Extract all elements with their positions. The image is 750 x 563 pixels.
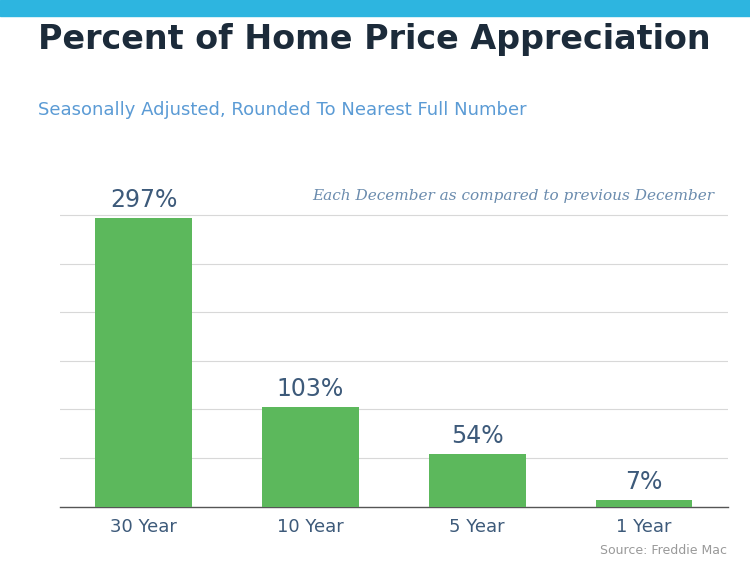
Bar	[95, 218, 192, 507]
Text: 7%: 7%	[626, 470, 663, 494]
Text: Seasonally Adjusted, Rounded To Nearest Full Number: Seasonally Adjusted, Rounded To Nearest …	[38, 101, 526, 119]
Bar	[596, 500, 692, 507]
Text: Percent of Home Price Appreciation: Percent of Home Price Appreciation	[38, 23, 710, 56]
Text: Each December as compared to previous December: Each December as compared to previous De…	[312, 189, 714, 203]
Text: 103%: 103%	[277, 377, 344, 401]
Text: 54%: 54%	[451, 425, 503, 448]
Text: 297%: 297%	[110, 188, 177, 212]
Text: Source: Freddie Mac: Source: Freddie Mac	[601, 544, 728, 557]
Bar	[429, 454, 526, 507]
Bar	[262, 406, 358, 507]
